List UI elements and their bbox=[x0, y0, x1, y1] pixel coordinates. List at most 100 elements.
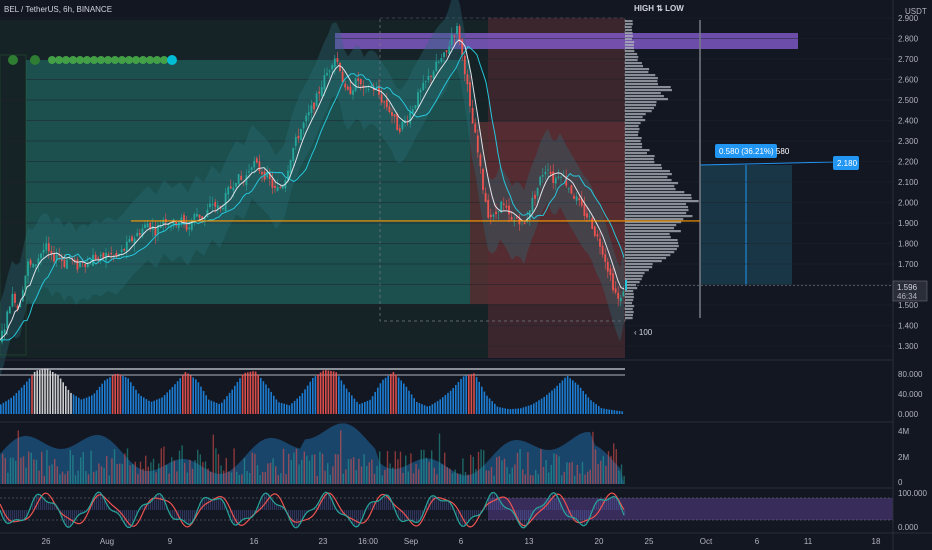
candle-body[interactable] bbox=[573, 195, 575, 199]
candle-body[interactable] bbox=[300, 129, 302, 141]
candle-body[interactable] bbox=[76, 259, 79, 270]
candle-body[interactable] bbox=[292, 148, 295, 162]
candle-body[interactable] bbox=[123, 248, 126, 251]
candle-body[interactable] bbox=[539, 176, 542, 186]
candle-body[interactable] bbox=[250, 167, 253, 170]
candle-body[interactable] bbox=[474, 123, 477, 133]
candle-body[interactable] bbox=[534, 194, 536, 199]
candle-body[interactable] bbox=[19, 302, 22, 308]
candle-body[interactable] bbox=[84, 263, 87, 267]
candle-body[interactable] bbox=[201, 216, 204, 220]
candle-body[interactable] bbox=[606, 261, 609, 272]
candle-body[interactable] bbox=[487, 199, 490, 218]
candle-body[interactable] bbox=[523, 222, 526, 225]
candle-body[interactable] bbox=[32, 263, 35, 268]
candle-body[interactable] bbox=[209, 203, 211, 208]
candle-body[interactable] bbox=[557, 176, 560, 178]
candle-body[interactable] bbox=[159, 224, 162, 228]
candle-body[interactable] bbox=[279, 187, 282, 189]
candle-body[interactable] bbox=[287, 170, 289, 182]
candle-body[interactable] bbox=[149, 222, 152, 230]
candle-body[interactable] bbox=[141, 228, 144, 237]
candle-body[interactable] bbox=[245, 175, 248, 186]
price-axis[interactable]: 2.900 2.800 2.700 2.600 2.500 2.400 2.300 2.200… bbox=[892, 0, 927, 550]
candle-body[interactable] bbox=[318, 91, 321, 94]
candle-body[interactable] bbox=[320, 87, 323, 96]
candle-body[interactable] bbox=[24, 275, 27, 290]
candle-body[interactable] bbox=[162, 219, 165, 225]
candle-body[interactable] bbox=[177, 221, 180, 228]
candle-body[interactable] bbox=[323, 75, 326, 90]
candle-body[interactable] bbox=[599, 238, 601, 247]
candle-body[interactable] bbox=[341, 71, 344, 82]
candle-body[interactable] bbox=[396, 113, 399, 131]
candle-body[interactable] bbox=[133, 238, 136, 244]
candle-body[interactable] bbox=[586, 213, 588, 218]
candle-body[interactable] bbox=[502, 203, 505, 205]
candle-body[interactable] bbox=[305, 115, 308, 122]
candle-body[interactable] bbox=[346, 86, 349, 90]
candle-body[interactable] bbox=[544, 171, 547, 175]
candle-body[interactable] bbox=[235, 182, 237, 187]
candle-body[interactable] bbox=[63, 259, 66, 267]
candle-body[interactable] bbox=[383, 101, 386, 103]
candle-body[interactable] bbox=[131, 236, 133, 241]
candle-body[interactable] bbox=[37, 258, 40, 265]
candle-body[interactable] bbox=[188, 227, 191, 230]
candle-body[interactable] bbox=[29, 260, 32, 265]
candle-body[interactable] bbox=[86, 263, 89, 268]
candle-body[interactable] bbox=[146, 223, 149, 228]
candle-body[interactable] bbox=[372, 87, 375, 91]
candle-body[interactable] bbox=[136, 232, 139, 237]
candle-body[interactable] bbox=[240, 175, 243, 180]
candle-body[interactable] bbox=[3, 329, 6, 334]
candle-body[interactable] bbox=[125, 241, 128, 252]
candle-body[interactable] bbox=[424, 81, 427, 82]
candle-body[interactable] bbox=[302, 122, 305, 129]
candle-body[interactable] bbox=[476, 135, 479, 153]
candle-body[interactable] bbox=[281, 186, 284, 189]
candle-body[interactable] bbox=[315, 93, 318, 107]
candle-body[interactable] bbox=[307, 112, 310, 116]
candle-body[interactable] bbox=[370, 85, 373, 87]
candle-body[interactable] bbox=[619, 297, 622, 302]
candle-body[interactable] bbox=[110, 252, 113, 255]
candle-body[interactable] bbox=[578, 198, 581, 201]
candle-body[interactable] bbox=[398, 128, 401, 132]
candle-body[interactable] bbox=[567, 188, 570, 190]
candle-body[interactable] bbox=[385, 99, 388, 108]
candle-body[interactable] bbox=[393, 114, 396, 117]
candle-body[interactable] bbox=[401, 121, 404, 129]
candle-body[interactable] bbox=[445, 50, 448, 52]
oscillator-histogram-pane[interactable] bbox=[0, 359, 893, 414]
candle-body[interactable] bbox=[466, 74, 469, 85]
candle-body[interactable] bbox=[8, 306, 11, 314]
candle-body[interactable] bbox=[289, 160, 292, 174]
candle-body[interactable] bbox=[388, 106, 391, 112]
candle-body[interactable] bbox=[47, 243, 50, 252]
candle-body[interactable] bbox=[409, 111, 412, 124]
candle-body[interactable] bbox=[570, 185, 573, 194]
candle-body[interactable] bbox=[593, 226, 596, 236]
candle-body[interactable] bbox=[34, 264, 37, 266]
candle-body[interactable] bbox=[580, 198, 583, 206]
candle-body[interactable] bbox=[229, 186, 232, 189]
candle-body[interactable] bbox=[157, 225, 159, 234]
candle-body[interactable] bbox=[461, 39, 464, 55]
candle-body[interactable] bbox=[266, 172, 269, 178]
candle-body[interactable] bbox=[463, 55, 466, 75]
candle-body[interactable] bbox=[50, 250, 53, 254]
candle-body[interactable] bbox=[185, 222, 188, 230]
candle-body[interactable] bbox=[554, 177, 557, 184]
candle-body[interactable] bbox=[14, 293, 16, 303]
candle-body[interactable] bbox=[237, 174, 240, 185]
candle-body[interactable] bbox=[232, 187, 235, 191]
candle-body[interactable] bbox=[427, 75, 430, 81]
candle-body[interactable] bbox=[68, 256, 71, 257]
candle-body[interactable] bbox=[99, 254, 102, 257]
candle-body[interactable] bbox=[258, 161, 261, 172]
candle-body[interactable] bbox=[588, 215, 591, 217]
candle-body[interactable] bbox=[206, 209, 209, 218]
candle-body[interactable] bbox=[359, 79, 362, 85]
candle-body[interactable] bbox=[414, 105, 417, 109]
